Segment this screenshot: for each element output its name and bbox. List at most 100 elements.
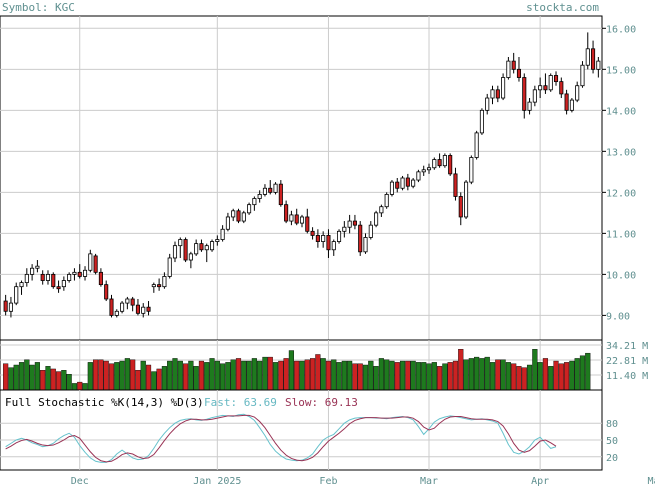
candle-body xyxy=(522,77,527,111)
candle-body xyxy=(98,271,103,286)
candle-body xyxy=(299,216,305,224)
volume-bar xyxy=(262,356,268,391)
volume-tick-label: 11.40 M xyxy=(606,371,648,382)
candle-body xyxy=(527,101,532,111)
volume-bar xyxy=(235,358,242,391)
candle-body xyxy=(310,230,315,236)
volume-bar xyxy=(230,359,236,391)
candle-body xyxy=(194,243,199,255)
candle-body xyxy=(72,271,77,275)
price-tick-label: 16.00 xyxy=(606,24,636,35)
candle-body xyxy=(3,300,8,312)
volume-bar xyxy=(421,362,427,391)
volume-bar xyxy=(246,360,252,391)
price-tick-label: 10.00 xyxy=(606,270,636,281)
volume-bar xyxy=(156,368,162,391)
volume-bar xyxy=(474,356,480,391)
candle-body xyxy=(426,167,432,171)
volume-bar xyxy=(188,360,194,391)
candle-body xyxy=(585,48,590,66)
volume-bar xyxy=(362,364,369,391)
candle-body xyxy=(516,68,522,78)
candle-body xyxy=(501,77,506,99)
volume-bar xyxy=(315,354,321,391)
candle-body xyxy=(379,206,384,214)
volume-bar xyxy=(66,374,72,391)
candle-body xyxy=(331,241,336,251)
volume-bar xyxy=(325,360,332,391)
candle-body xyxy=(114,310,119,316)
candle-body xyxy=(474,132,479,158)
x-axis-labels: Dec Jan 2025 Feb Mar Apr May xyxy=(71,476,655,487)
volume-bar xyxy=(489,362,496,391)
volume-bar xyxy=(347,360,353,391)
volume-bar xyxy=(468,358,474,391)
candle-body xyxy=(569,99,574,111)
volume-bar xyxy=(574,358,580,391)
volume-bar xyxy=(442,363,448,391)
volume-bar xyxy=(564,362,570,391)
candle-body xyxy=(400,177,405,189)
candle-body xyxy=(368,224,373,238)
candle-body xyxy=(257,194,262,199)
candle-body xyxy=(411,179,416,187)
brand-label: stockta.com xyxy=(526,1,599,14)
candle-body xyxy=(347,220,352,228)
candle-body xyxy=(315,235,320,242)
candle-body xyxy=(294,214,299,224)
volume-bar xyxy=(553,360,559,391)
candle-body xyxy=(183,239,188,261)
candle-body xyxy=(337,230,342,242)
candle-body xyxy=(40,273,45,281)
volume-bar xyxy=(532,349,538,391)
price-tick-label: 11.00 xyxy=(606,229,636,240)
candle-body xyxy=(77,271,82,277)
stochastic-tick-label: 50 xyxy=(606,436,618,447)
volume-bar xyxy=(119,360,125,391)
volume-bar xyxy=(394,362,400,391)
volume-bar xyxy=(98,359,104,391)
volume-bar xyxy=(267,356,273,391)
volume-bar xyxy=(93,359,99,391)
candle-body xyxy=(61,280,66,288)
candle-body xyxy=(30,267,35,275)
volume-bar xyxy=(55,371,62,391)
volume-bar xyxy=(511,363,517,391)
candle-body xyxy=(125,298,130,304)
volume-bar xyxy=(45,366,51,391)
volume-bar xyxy=(214,360,220,391)
candle-body xyxy=(453,173,458,197)
volume-bar xyxy=(320,358,326,391)
candle-body xyxy=(464,181,469,218)
stochastic-axis-ticks: 20 50 80 xyxy=(606,419,618,464)
volume-bar xyxy=(220,363,226,391)
volume-bar xyxy=(384,359,390,391)
volume-bar xyxy=(135,370,141,391)
volume-bar xyxy=(77,381,83,391)
price-tick-label: 13.00 xyxy=(606,147,636,158)
volume-bar xyxy=(50,368,56,391)
candle-body xyxy=(305,216,310,232)
candle-body xyxy=(109,298,114,316)
volume-bar xyxy=(114,362,120,391)
volume-bar xyxy=(103,360,109,391)
candle-body xyxy=(432,159,437,169)
candle-body xyxy=(342,226,347,232)
stochastic-slow-line xyxy=(5,414,557,463)
candle-body xyxy=(278,183,283,206)
candle-body xyxy=(120,302,125,312)
candle-body xyxy=(273,183,278,193)
candle-body xyxy=(162,276,167,288)
volume-bar xyxy=(389,360,395,391)
candle-body xyxy=(188,253,193,261)
volume-bar xyxy=(331,359,337,391)
volume-bar xyxy=(182,363,189,391)
candle-body xyxy=(469,157,474,183)
candle-body xyxy=(575,85,580,101)
candle-body xyxy=(268,187,273,193)
volume-bar xyxy=(3,363,9,391)
candle-body xyxy=(215,239,220,242)
volume-bar xyxy=(500,359,506,391)
